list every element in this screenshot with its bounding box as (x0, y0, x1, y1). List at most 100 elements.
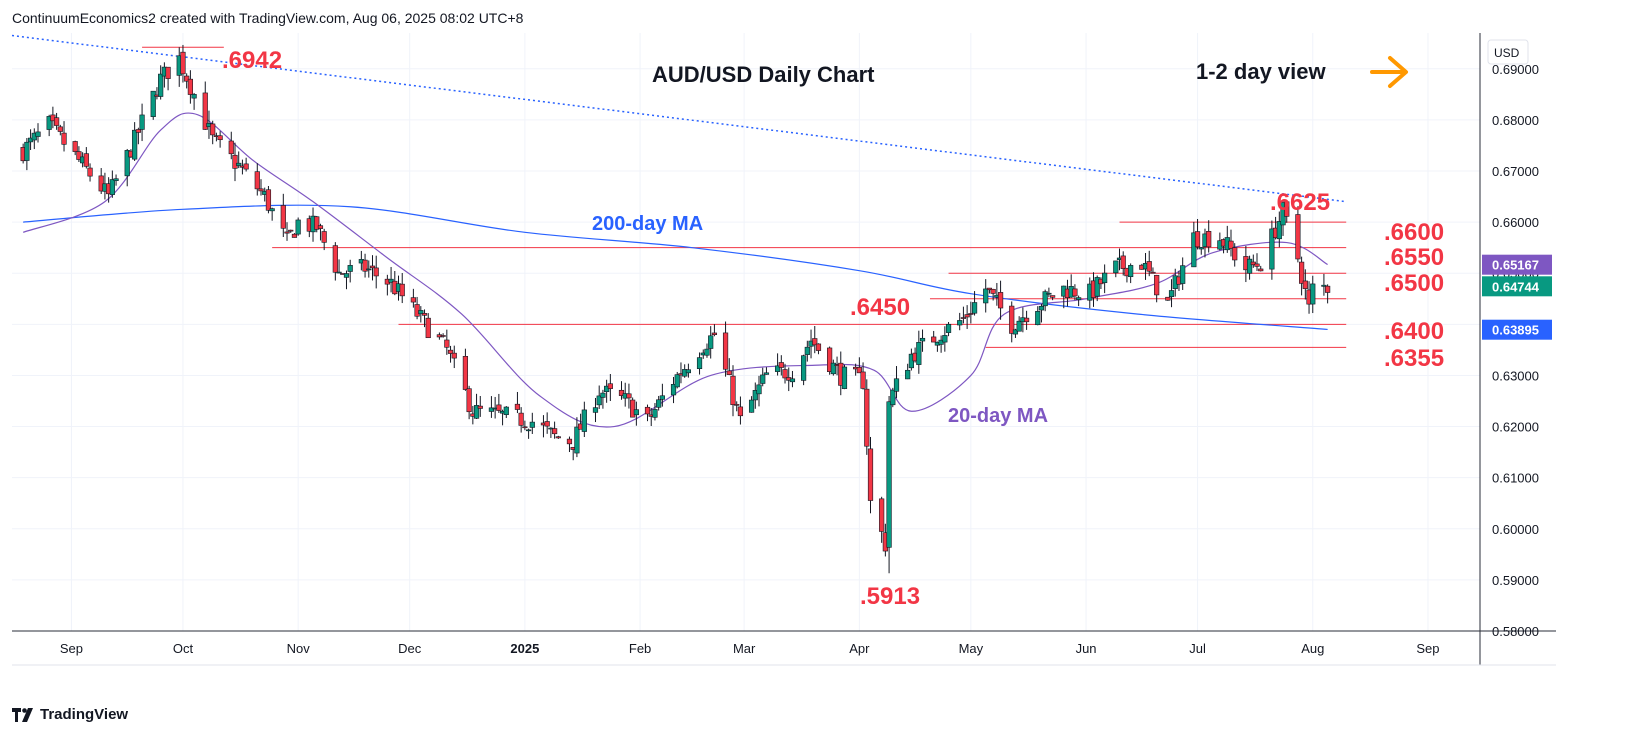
candle-body (997, 292, 1004, 309)
candle-body (1165, 296, 1171, 301)
candle (418, 306, 424, 323)
candle (503, 406, 509, 419)
candle (269, 207, 275, 221)
plot-area (0, 33, 1480, 631)
candle (98, 168, 104, 195)
candle (1258, 265, 1264, 272)
candle (1046, 287, 1052, 298)
candle-body (135, 129, 141, 133)
candle (488, 396, 495, 418)
candle (1120, 251, 1126, 276)
candle (447, 345, 454, 363)
x-tick-label: Nov (287, 641, 311, 656)
candle (518, 407, 524, 433)
grid-lines (0, 33, 1556, 666)
candle (295, 217, 301, 236)
y-tick-label: 0.69000 (1492, 62, 1539, 77)
candle-body (210, 123, 216, 136)
candle (964, 305, 970, 329)
candle (618, 381, 625, 400)
level-label: .6625 (1270, 189, 1330, 216)
candle (496, 393, 502, 413)
candle (607, 374, 613, 402)
candle (1295, 206, 1301, 263)
candle-body (867, 448, 874, 501)
candle-body (451, 352, 457, 359)
candle (191, 92, 197, 110)
candle-body (1232, 247, 1238, 261)
candle-body (841, 366, 848, 389)
candle (347, 259, 353, 283)
candle-body (288, 229, 294, 232)
candle-body (596, 395, 602, 406)
price-badge-label: 0.63895 (1492, 323, 1539, 338)
candle-body (1269, 228, 1275, 270)
candle (165, 66, 171, 91)
candle (1113, 260, 1119, 278)
candle (860, 362, 866, 390)
price-axis: USD0.690000.680000.670000.660000.650000.… (1482, 39, 1552, 639)
x-tick-label: Oct (173, 641, 194, 656)
candle (626, 383, 632, 409)
candle (217, 131, 223, 148)
candle (1250, 254, 1256, 268)
candle-body (295, 219, 301, 235)
candle-body (704, 348, 710, 356)
candle (886, 396, 892, 574)
candle-body (656, 399, 662, 408)
candle (957, 312, 963, 331)
candle (321, 228, 327, 251)
candle (596, 385, 602, 409)
candle (916, 330, 922, 374)
candle (633, 401, 639, 426)
candle-body (968, 313, 974, 315)
candle (1102, 264, 1108, 294)
candle-body (72, 141, 78, 152)
candle (369, 255, 376, 281)
arrow-right-icon (1370, 56, 1408, 88)
candle-body (931, 336, 937, 343)
candle-body (652, 409, 658, 418)
candle (659, 383, 665, 407)
y-tick-label: 0.61000 (1492, 471, 1539, 486)
candle-body (722, 332, 729, 370)
candle-body (254, 171, 260, 190)
candle (1128, 263, 1134, 284)
candle (942, 326, 948, 352)
candle-body (488, 407, 495, 412)
candle (421, 309, 428, 328)
candle-body (942, 335, 948, 343)
candle (1194, 218, 1201, 250)
candle (652, 403, 658, 421)
moving-averages (22, 112, 1328, 428)
candle (748, 396, 755, 413)
candle (1246, 255, 1253, 280)
candle (135, 127, 141, 145)
level-label: .6550 (1384, 244, 1444, 271)
candle-body (525, 429, 532, 432)
candle (124, 148, 130, 187)
candle-body (132, 129, 138, 160)
candle (228, 131, 234, 160)
candle-body (284, 231, 290, 234)
candle-body (191, 94, 197, 99)
candle-body (202, 92, 208, 130)
candle (399, 273, 405, 304)
candle (314, 215, 320, 233)
candle-body (592, 407, 599, 413)
y-tick-label: 0.58000 (1492, 624, 1539, 639)
candle (72, 140, 78, 156)
price-chart[interactable]: .6942 .6625 .6600.6550.6500 .6450 .6400.6355… (0, 0, 1634, 700)
candle-body (760, 374, 766, 384)
candle-body (24, 141, 30, 161)
candle (366, 260, 372, 278)
candle-body (76, 151, 82, 160)
candle (986, 287, 993, 294)
candle (830, 359, 836, 376)
candle (373, 255, 379, 289)
candle-body (269, 208, 275, 212)
candle (1180, 257, 1186, 290)
candle (291, 233, 298, 238)
x-tick-label: Aug (1301, 641, 1324, 656)
candle (336, 259, 342, 274)
